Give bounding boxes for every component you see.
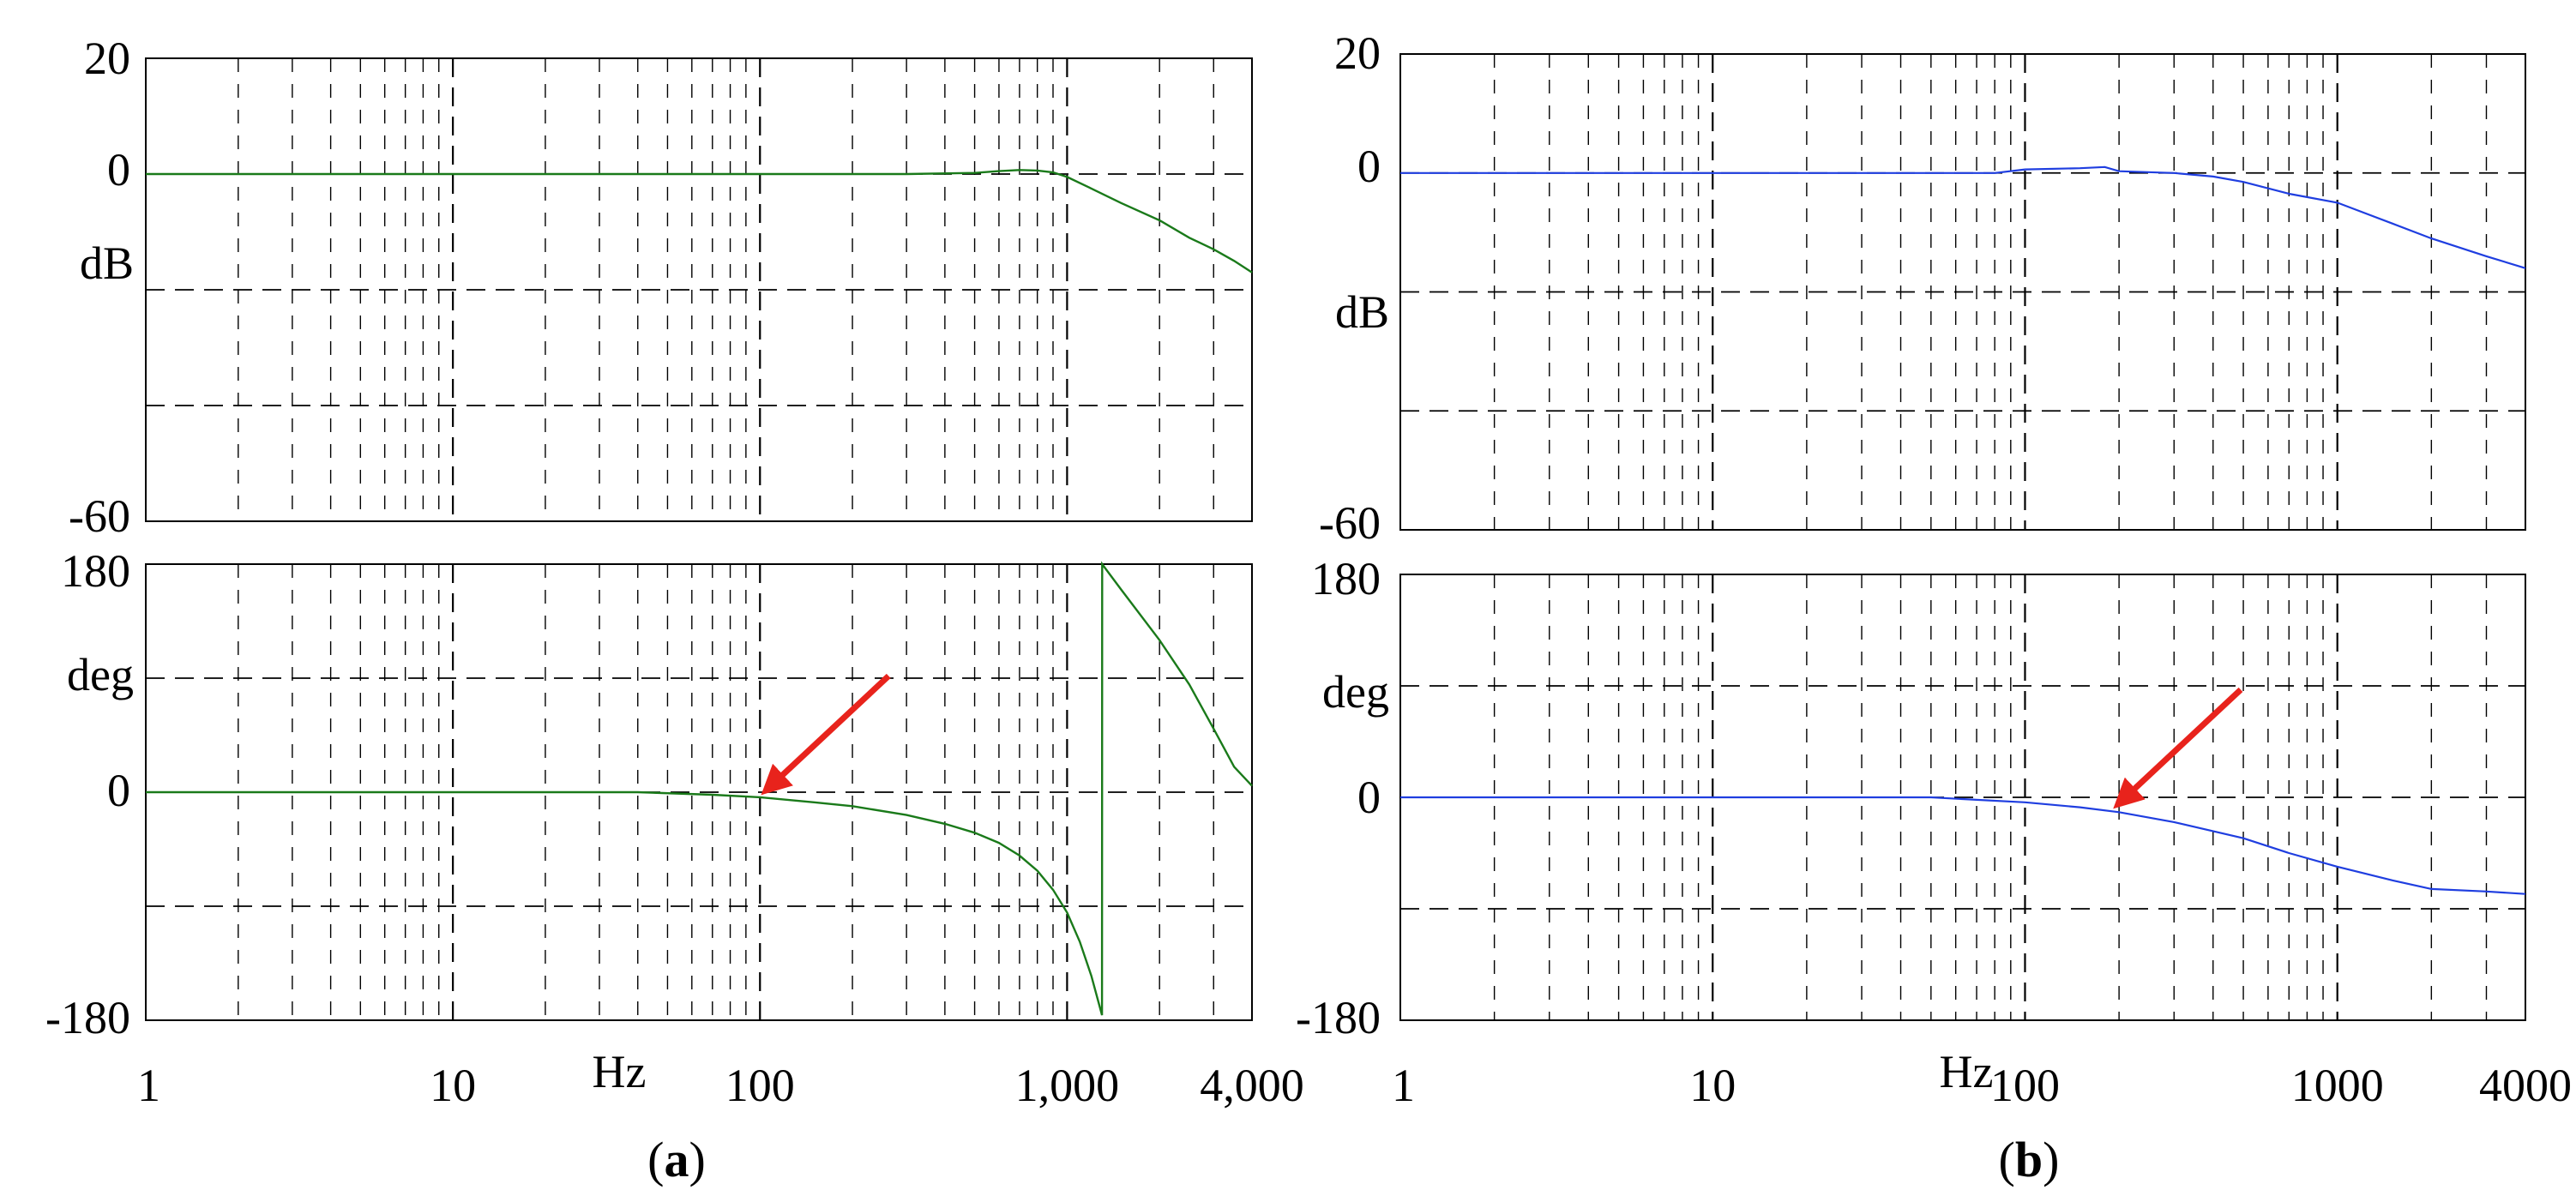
panel-b-phase-ylabel: deg [1322, 666, 1389, 718]
panel-b-magnitude-plot: dB 20 0 -60 [1319, 27, 2526, 549]
y-tick-label: 0 [1357, 141, 1381, 192]
y-tick-label: 20 [84, 33, 130, 84]
panel-b-label-letter: b [2015, 1132, 2043, 1187]
y-tick-label: 0 [1357, 772, 1381, 823]
y-tick-label: 180 [61, 545, 130, 597]
y-tick-label: -180 [1296, 992, 1381, 1043]
annotation-arrow [761, 673, 891, 796]
x-tick-label: 4,000 [1200, 1060, 1304, 1111]
x-tick-label: 100 [1990, 1060, 2060, 1111]
series-line [146, 169, 1253, 273]
x-tick-label: 10 [430, 1060, 476, 1111]
series-line [1400, 165, 2526, 269]
x-tick-label: 100 [725, 1060, 795, 1111]
series-line [1400, 796, 2526, 895]
x-tick-label: 1000 [2291, 1060, 2384, 1111]
panel-b-label-open: ( [1999, 1132, 2015, 1187]
annotation-arrow [2113, 687, 2243, 809]
y-tick-label: 20 [1334, 27, 1381, 79]
panel-a-xlabel: Hz [593, 1046, 647, 1097]
panel-a-label: (a) [647, 1132, 706, 1187]
y-tick-label: 180 [1311, 553, 1381, 604]
y-tick-label: 0 [107, 144, 130, 195]
panel-a-label-close: ) [689, 1132, 706, 1187]
panel-b-label: (b) [1999, 1132, 2060, 1187]
panel-a-mag-ylabel: dB [80, 237, 134, 289]
panel-a-magnitude-plot: dB 20 0 -60 [69, 33, 1253, 542]
y-tick-label: 0 [107, 765, 130, 816]
series-line [146, 561, 1253, 1016]
plot-frame [1399, 53, 2526, 531]
panel-a-phase-ylabel: deg [67, 649, 134, 700]
y-tick-label: -60 [69, 490, 130, 542]
panel-a-label-open: ( [647, 1132, 664, 1187]
panel-b-mag-ylabel: dB [1335, 286, 1389, 338]
x-tick-label: 4000 [2479, 1060, 2572, 1111]
x-tick-label: 1,000 [1015, 1060, 1120, 1111]
x-tick-label: 10 [1689, 1060, 1736, 1111]
panel-b-label-close: ) [2043, 1132, 2059, 1187]
plot-frame [145, 57, 1253, 522]
y-tick-label: -60 [1319, 497, 1381, 549]
y-tick-label: -180 [45, 992, 130, 1043]
panel-a-label-letter: a [665, 1132, 689, 1187]
x-tick-label: 1 [1392, 1060, 1415, 1111]
panel-b-xlabel: Hz [1940, 1046, 1994, 1097]
x-tick-label: 1 [137, 1060, 160, 1111]
